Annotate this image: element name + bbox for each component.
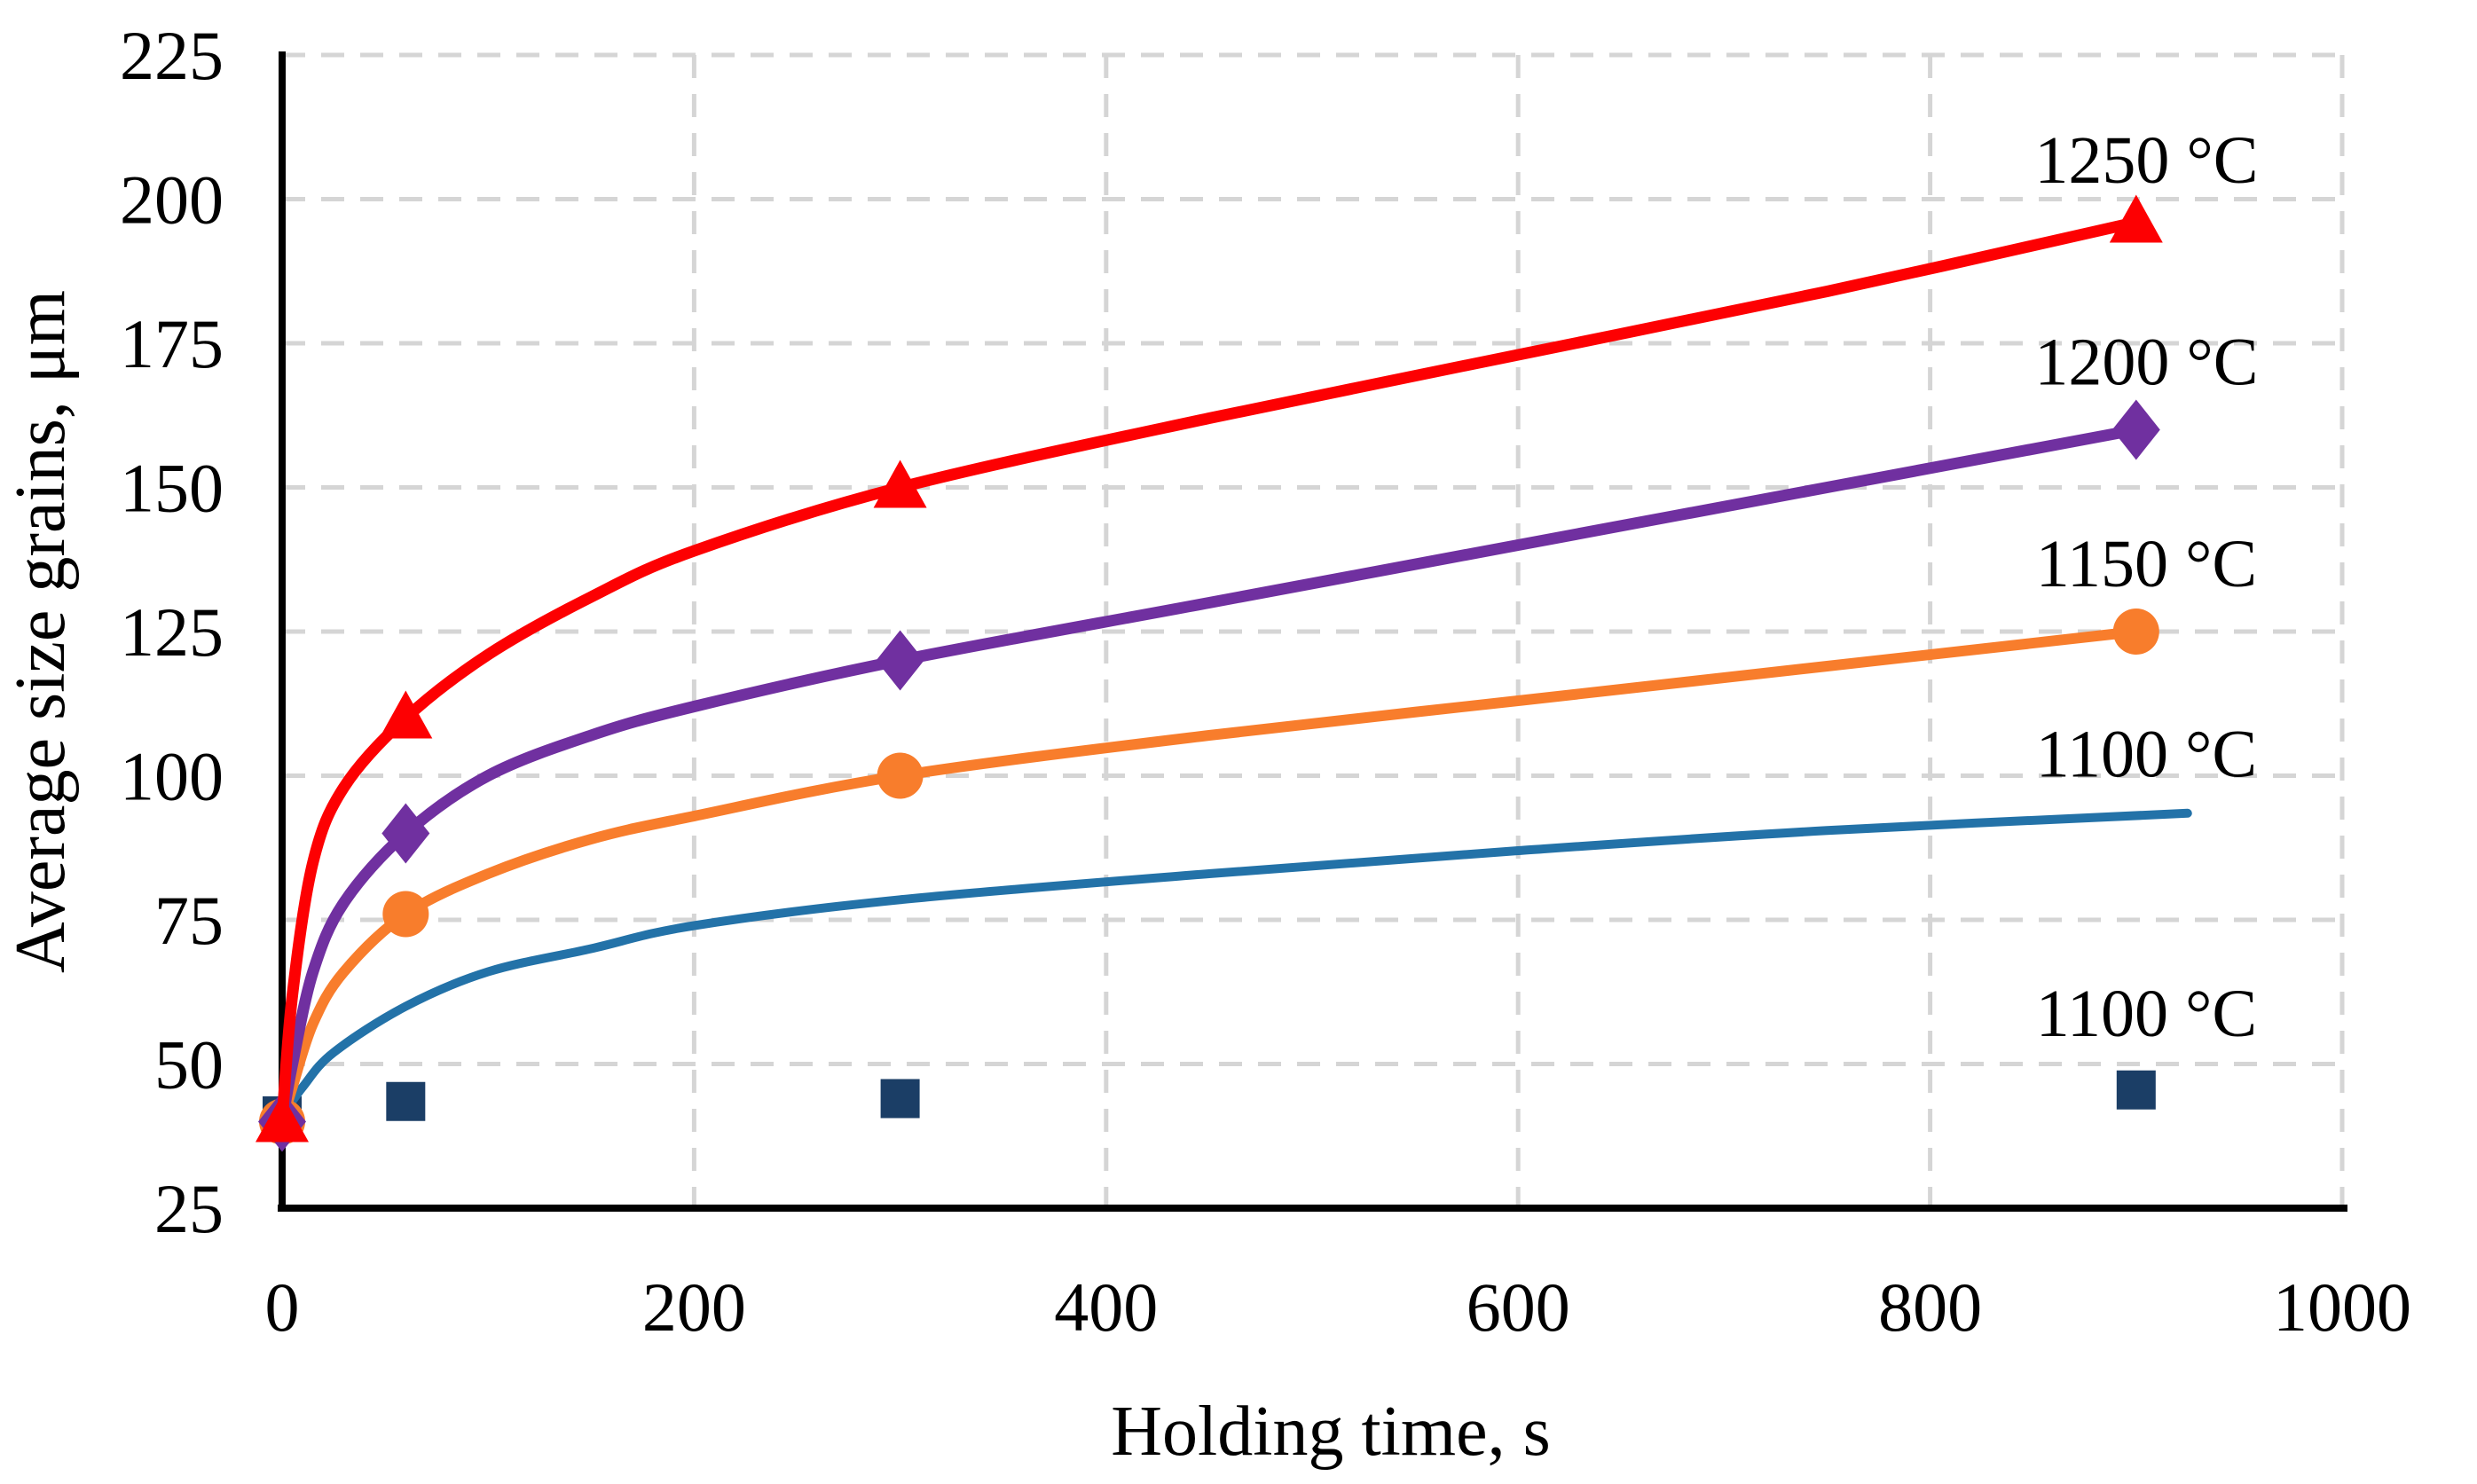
y-tick-label-200: 200 [120, 161, 224, 239]
y-tick-label-50: 50 [154, 1026, 224, 1103]
x-tick-label-1000: 1000 [2273, 1268, 2411, 1346]
series-marker-1150c-1 [382, 891, 429, 938]
series-line-1100c-fit [278, 808, 2192, 1120]
y-tick-labels: 25 50 75 100 125 150 175 200 225 [120, 17, 224, 1247]
y-tick-label-100: 100 [120, 738, 224, 815]
series-labels: 1250 °C 1200 °C 1150 °C 1100 °C 1100 °C [2034, 123, 2258, 1051]
series-marker-1250c-1 [379, 690, 433, 739]
x-tick-label-400: 400 [1054, 1268, 1158, 1346]
y-tick-label-150: 150 [120, 450, 224, 527]
series-label-1200c: 1200 °C [2034, 326, 2258, 400]
y-tick-label-225: 225 [120, 17, 224, 94]
series-marker-1100c-exp-1 [386, 1081, 426, 1121]
y-tick-label-175: 175 [120, 305, 224, 382]
x-tick-label-600: 600 [1467, 1268, 1570, 1346]
x-tick-label-0: 0 [265, 1268, 300, 1346]
series-line-1250c [276, 216, 2143, 1127]
y-tick-label-25: 25 [154, 1170, 224, 1247]
series-marker-1100c-exp-2 [880, 1079, 920, 1119]
series-label-1250c: 1250 °C [2034, 123, 2258, 198]
series-label-1100c-fit: 1100 °C [2036, 718, 2257, 792]
y-tick-label-125: 125 [120, 593, 224, 671]
x-tick-label-200: 200 [642, 1268, 746, 1346]
series-marker-1200c-2 [876, 630, 924, 691]
series-label-1100c-exp: 1100 °C [2036, 977, 2257, 1051]
y-tick-label-75: 75 [154, 882, 224, 959]
x-axis-title: Holding time, s [1111, 1393, 1551, 1471]
series-label-1150c: 1150 °C [2036, 527, 2257, 601]
series-marker-1250c-3 [2109, 194, 2163, 243]
x-tick-labels: 0 200 400 600 800 1000 [265, 1268, 2412, 1346]
series-marker-1100c-exp-3 [2116, 1070, 2156, 1110]
x-tick-label-800: 800 [1878, 1268, 1982, 1346]
axes [278, 51, 2347, 1212]
y-axis-title: Average size grains, μm [2, 290, 80, 973]
gridlines [282, 52, 2345, 1208]
series-marker-1250c-0 [256, 1094, 309, 1142]
series-marker-1200c-3 [2111, 399, 2160, 460]
series-marker-1150c-2 [877, 752, 924, 799]
series-marker-1150c-3 [2112, 609, 2159, 655]
series-line-1150c [277, 626, 2142, 1127]
series-line-1200c [276, 424, 2143, 1127]
series-marker-1250c-2 [873, 459, 927, 508]
series-curves [256, 194, 2192, 1152]
series-marker-1200c-1 [381, 803, 430, 864]
